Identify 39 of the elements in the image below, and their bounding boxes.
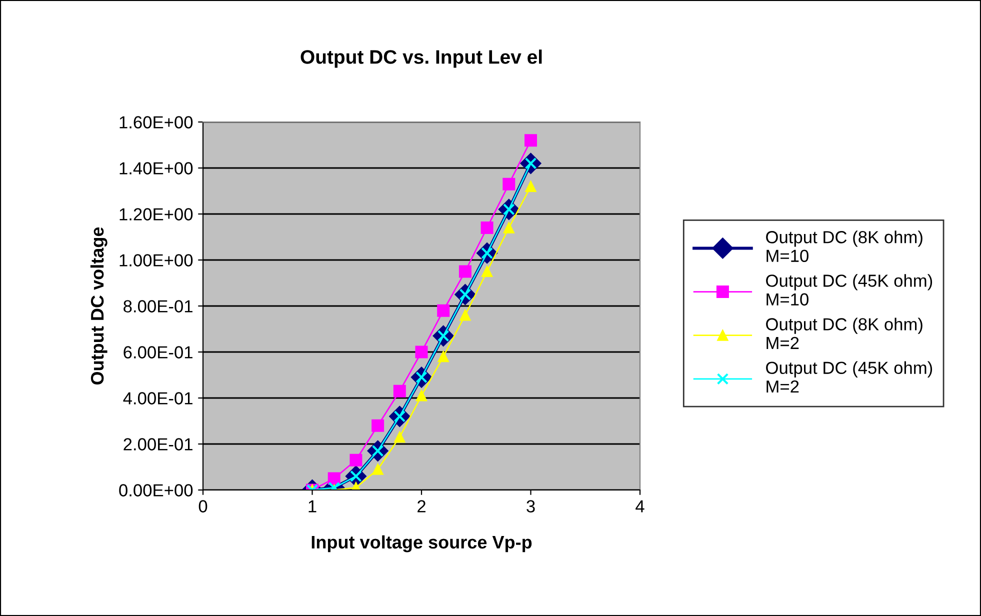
y-tick-label: 0.00E+00 — [119, 484, 193, 496]
y-axis-title: Output DC voltage — [90, 227, 108, 384]
x-tick-label: 1 — [308, 500, 316, 512]
y-tick-label: 1.00E+00 — [120, 254, 193, 266]
point — [525, 180, 536, 192]
legend-label: Output DC (45K ohm) M=2 — [766, 361, 932, 393]
y-tick-label: 1.20E+00 — [120, 208, 193, 220]
point — [480, 222, 494, 234]
point — [437, 304, 450, 317]
x-tick-label: 4 — [636, 500, 644, 512]
point — [458, 265, 472, 278]
point — [460, 310, 471, 321]
y-tick-label: 1.60E+00 — [120, 116, 193, 128]
legend-label: Output DC (8K ohm) M=10 — [766, 230, 922, 262]
point — [438, 351, 449, 362]
y-tick-label: 2.00E-01 — [124, 438, 192, 450]
chart-title: Output DC vs. Input Lev el — [300, 50, 542, 68]
y-tick-label: 6.00E-01 — [124, 346, 192, 358]
point — [416, 390, 428, 402]
point — [350, 454, 362, 466]
point — [328, 472, 340, 485]
point — [394, 432, 406, 443]
y-tick-label: 8.00E-01 — [124, 300, 192, 312]
point — [372, 464, 384, 475]
legend-label: Output DC (45K ohm) M=10 — [766, 274, 932, 306]
legend-label: Output DC (8K ohm) M=2 — [766, 318, 922, 349]
x-tick-label: 3 — [526, 500, 535, 512]
point — [481, 266, 493, 278]
point — [524, 134, 537, 147]
x-tick-label: 2 — [418, 500, 426, 512]
point — [502, 178, 516, 190]
x-axis-title: Input voltage source Vp-p — [312, 535, 532, 552]
y-tick-label: 1.40E+00 — [120, 162, 193, 174]
y-tick-label: 4.00E-01 — [123, 392, 192, 404]
x-tick-label: 0 — [198, 500, 208, 512]
point — [393, 384, 406, 398]
point — [503, 222, 514, 234]
point — [372, 419, 384, 432]
point — [415, 346, 428, 358]
